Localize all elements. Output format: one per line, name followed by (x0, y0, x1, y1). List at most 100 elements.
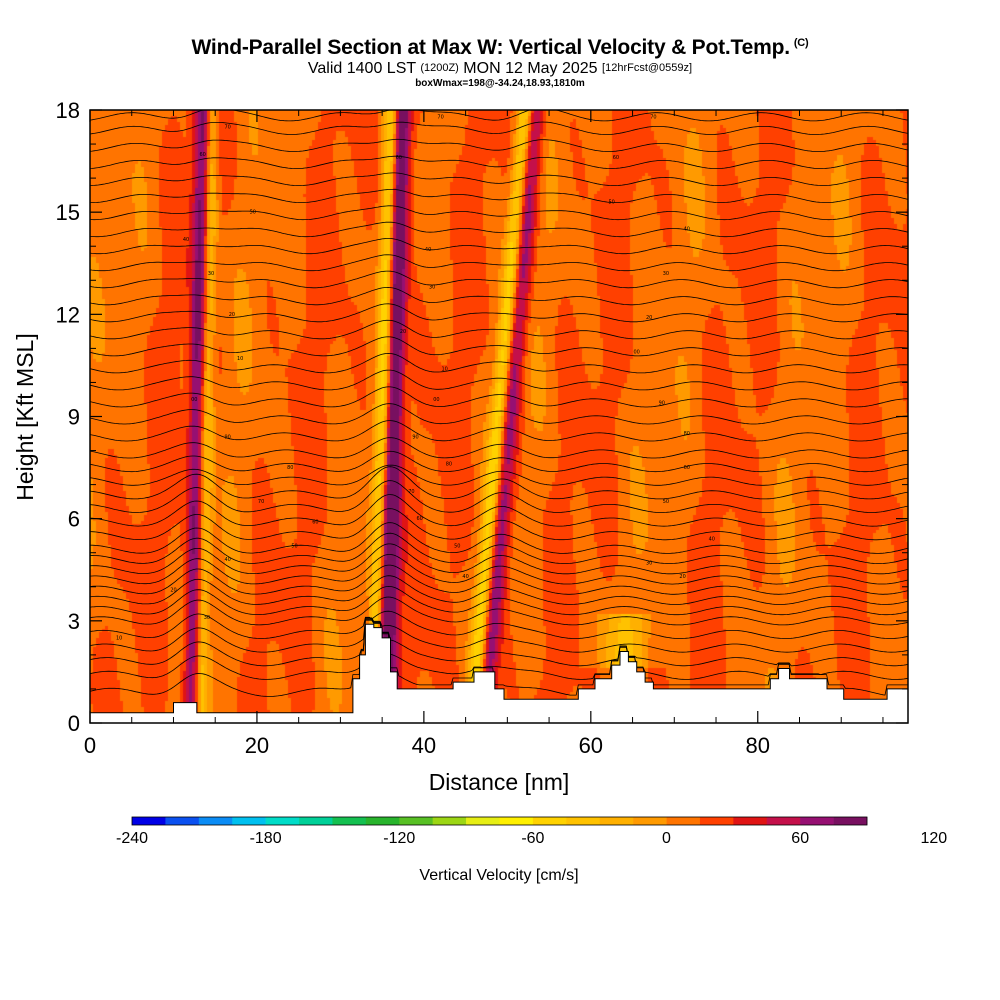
colorbar-tick-label: 0 (662, 830, 671, 847)
colorbar-swatch (466, 817, 500, 825)
y-axis-title: Height [Kft MSL] (12, 333, 38, 500)
x-tick-label: 40 (412, 733, 436, 758)
colorbar-swatch (432, 817, 467, 825)
contour-label: 60 (200, 152, 206, 158)
y-tick-label: 18 (56, 98, 80, 123)
contour-label: 20 (170, 588, 176, 594)
isentrope-line (90, 596, 908, 626)
colorbar-swatch (499, 817, 534, 825)
isentrope-line (90, 619, 908, 697)
contour-label: 80 (684, 431, 690, 437)
isentrope-line (90, 303, 908, 323)
x-tick-label: 60 (579, 733, 603, 758)
contour-label: 20 (400, 329, 406, 335)
isentrope-line (90, 464, 908, 486)
isentrope-line (90, 121, 908, 135)
chart-title: Wind-Parallel Section at Max W: Vertical… (0, 36, 1000, 60)
isentrope-line (90, 610, 908, 639)
contour-label: 40 (462, 574, 468, 580)
isentrope-line (90, 480, 908, 513)
colorbar-swatch (232, 817, 266, 825)
colorbar-frame (131, 816, 868, 826)
y-tick-label: 12 (56, 302, 80, 327)
y-tick-label: 15 (56, 200, 80, 225)
isentrope-line (90, 618, 908, 667)
contour-label: 30 (663, 271, 669, 277)
contour-label: 00 (634, 349, 640, 355)
isentrope-line (90, 221, 908, 238)
isentrope-line (90, 617, 908, 653)
colorbar-swatch (833, 817, 868, 825)
colorbar-swatch (532, 817, 567, 825)
isentrope-line (90, 403, 908, 425)
isentrope-line (90, 138, 908, 152)
colorbar-swatch (733, 817, 768, 825)
colorbar: -240 -180 -120 -60 0 60 120 (116, 816, 947, 847)
contour-label: 90 (412, 434, 418, 440)
isentrope-line (90, 286, 908, 306)
contour-label: 60 (417, 516, 423, 522)
subtitle-valid: Valid 1400 LST (307, 60, 416, 77)
isentrope-line (90, 155, 908, 170)
colorbar-tick-label: 120 (920, 830, 947, 847)
contour-label: 40 (183, 237, 189, 243)
contour-label: 00 (433, 397, 439, 403)
x-tick-label: 80 (746, 733, 770, 758)
isentrope-line (90, 437, 908, 459)
contour-label: 00 (191, 397, 197, 403)
chart-note: boxWmax=198@-34.24,18.93,1810m (415, 78, 585, 89)
contour-label: 60 (684, 465, 690, 471)
isentrope-line (90, 522, 908, 554)
contour-label: 60 (613, 155, 619, 161)
contour-label: 70 (408, 489, 414, 495)
y-tick-label: 3 (68, 609, 80, 634)
isentrope-line (90, 319, 908, 340)
colorbar-tick-label: -120 (383, 830, 415, 847)
y-tick-label: 0 (68, 711, 80, 736)
colorbar-swatch (132, 817, 166, 825)
contour-label: 30 (204, 615, 210, 621)
isentrope-line (90, 543, 908, 575)
isentrope-contours (90, 110, 908, 697)
contour-label: 40 (425, 247, 431, 253)
colorbar-swatch (699, 817, 734, 825)
colorbar-swatch (198, 817, 233, 825)
colorbar-swatch (633, 817, 667, 825)
contour-label: 50 (250, 210, 256, 216)
colorbar-swatch (399, 817, 433, 825)
chart-title-mark: (C) (793, 37, 809, 49)
colorbar-swatch (566, 817, 601, 825)
isentrope-line (90, 189, 908, 203)
colorbar-tick-label: -60 (521, 830, 544, 847)
y-tick-label: 9 (68, 405, 80, 430)
contour-label: 10 (237, 356, 243, 362)
colorbar-swatch (800, 817, 834, 825)
contour-label: 30 (429, 285, 435, 291)
isentrope-line (90, 450, 908, 473)
isentrope-line (90, 575, 908, 605)
contour-label: 40 (225, 557, 231, 563)
subtitle-forecast: [12hrFcst@0559z] (602, 62, 693, 74)
contour-label: 50 (663, 499, 669, 505)
vertical-velocity-field (90, 110, 908, 723)
isentrope-line (90, 254, 908, 272)
contour-label: 70 (437, 114, 443, 120)
contour-labels: 10 20 30 40 50 60 70 80 90 00 10 20 30 40 50 60 70 40 50 60… (116, 114, 715, 641)
isentrope-line (90, 554, 908, 585)
isentrope-line (90, 618, 908, 680)
contour-label: 20 (679, 574, 685, 580)
isentrope-line (90, 336, 908, 357)
contour-label: 40 (709, 537, 715, 543)
x-tick-label: 0 (84, 733, 96, 758)
contour-label: 50 (291, 543, 297, 549)
colorbar-swatch (599, 817, 634, 825)
colorbar-swatch (299, 817, 333, 825)
contour-label: 70 (225, 125, 231, 131)
colorbar-title: Vertical Velocity [cm/s] (419, 867, 578, 884)
terrain-mask (90, 623, 908, 723)
contour-label: 90 (659, 400, 665, 406)
isentrope-line (90, 369, 908, 391)
contour-label: 60 (396, 155, 402, 161)
x-axis-title: Distance [nm] (429, 769, 570, 795)
